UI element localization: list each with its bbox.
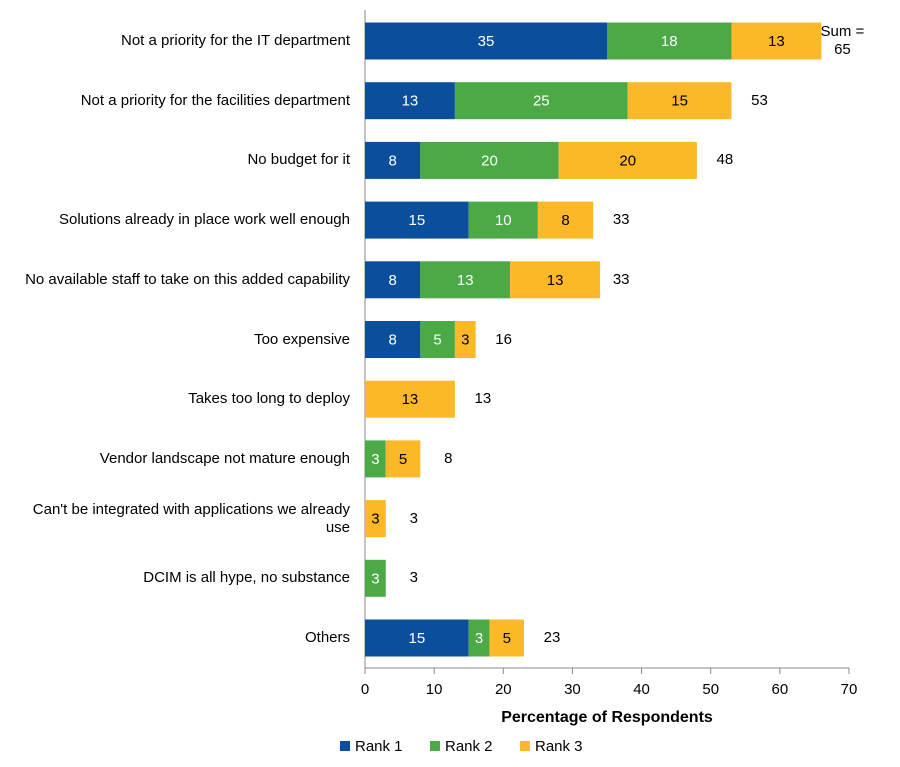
legend-label: Rank 3 <box>535 738 583 755</box>
x-tick-label: 0 <box>361 681 369 698</box>
segment-label: 35 <box>478 33 495 50</box>
total-label: 23 <box>543 629 561 646</box>
total-label: 8 <box>444 449 453 467</box>
bar-segment <box>365 559 386 597</box>
category-label: No budget for it <box>247 151 350 169</box>
x-tick-label: 60 <box>772 681 789 698</box>
segment-label: 20 <box>619 152 636 169</box>
category-label: Too expensive <box>254 330 350 348</box>
segment-label: 10 <box>495 212 512 229</box>
bar-segment <box>537 201 594 239</box>
segment-label: 5 <box>399 451 407 468</box>
segment-label: 3 <box>461 331 469 348</box>
segment-label: 25 <box>533 93 550 110</box>
category-label: No available staff to take on this added… <box>25 270 350 288</box>
bar-segment <box>468 619 490 657</box>
x-tick-label: 10 <box>426 681 443 698</box>
total-label: 3 <box>409 569 418 587</box>
total-label: 3 <box>409 509 418 527</box>
segment-label: 15 <box>409 212 426 229</box>
bar-segment <box>558 141 697 179</box>
segment-label: 13 <box>768 33 785 50</box>
category-label: DCIM is all hype, no substance <box>143 569 350 587</box>
segment-label: 13 <box>402 391 419 408</box>
category-label: Not a priority for the facilities depart… <box>80 91 350 109</box>
category-label: Can't be integrated with applications we… <box>32 500 350 536</box>
total-label: Sum = 65 <box>820 23 865 58</box>
segment-label: 3 <box>371 570 379 587</box>
x-tick-label: 70 <box>841 681 858 698</box>
bar-segment <box>489 619 525 657</box>
bar-segment <box>365 261 421 299</box>
segment-label: 13 <box>402 93 419 110</box>
legend-label: Rank 1 <box>355 738 403 755</box>
segment-label: 8 <box>561 212 569 229</box>
segment-label: 5 <box>433 331 441 348</box>
legend-label: Rank 2 <box>445 738 493 755</box>
segment-label: 8 <box>388 272 396 289</box>
bar-segment <box>420 261 511 299</box>
total-label: 16 <box>495 330 512 348</box>
bar-segment <box>365 321 421 358</box>
bar-segment <box>365 380 455 418</box>
total-label: 53 <box>751 91 768 109</box>
total-label: 33 <box>612 270 630 288</box>
total-label: 48 <box>716 151 734 169</box>
x-axis-label: Percentage of Respondents <box>501 709 713 726</box>
segment-label: 15 <box>671 93 688 110</box>
bar-segment <box>365 440 386 478</box>
segment-label: 8 <box>388 331 396 348</box>
segment-label: 20 <box>481 152 498 169</box>
bar-segment <box>385 440 421 478</box>
category-label: Vendor landscape not mature enough <box>99 449 350 467</box>
category-label: Takes too long to deploy <box>188 390 350 408</box>
bar-segment <box>627 82 732 120</box>
bar-segment <box>454 82 628 120</box>
bar-segment <box>365 500 386 538</box>
x-tick-label: 50 <box>702 681 719 698</box>
segment-label: 3 <box>371 451 379 468</box>
segment-label: 18 <box>661 33 678 50</box>
legend-swatch <box>340 741 350 751</box>
bar-segment <box>607 22 732 60</box>
x-tick-label: 30 <box>564 681 581 698</box>
bar-segment <box>420 141 559 179</box>
segment-label: 13 <box>547 272 564 289</box>
bar-segment <box>365 82 455 120</box>
segment-label: 13 <box>457 272 474 289</box>
segment-label: 3 <box>475 630 483 647</box>
total-label: 13 <box>474 390 492 408</box>
x-tick-label: 20 <box>495 681 512 698</box>
x-tick-label: 40 <box>633 681 650 698</box>
segment-label: 3 <box>371 511 379 528</box>
bar-segment <box>731 22 822 60</box>
segment-label: 15 <box>409 630 426 647</box>
category-label: Solutions already in place work well eno… <box>58 211 350 229</box>
bar-segment <box>454 321 476 358</box>
bar-segment <box>510 261 601 299</box>
legend-swatch <box>430 741 440 751</box>
legend-swatch <box>520 741 530 751</box>
bar-segment <box>365 141 421 179</box>
segment-label: 8 <box>388 152 396 169</box>
bar-segment <box>365 619 469 657</box>
category-label: Others <box>304 629 350 646</box>
bar-segment <box>365 201 469 239</box>
bar-segment <box>420 321 455 358</box>
category-label: Not a priority for the IT department <box>121 32 350 49</box>
bar-segment <box>468 201 538 239</box>
total-label: 33 <box>612 211 630 229</box>
bar-segment <box>365 22 607 60</box>
segment-label: 5 <box>503 630 511 647</box>
